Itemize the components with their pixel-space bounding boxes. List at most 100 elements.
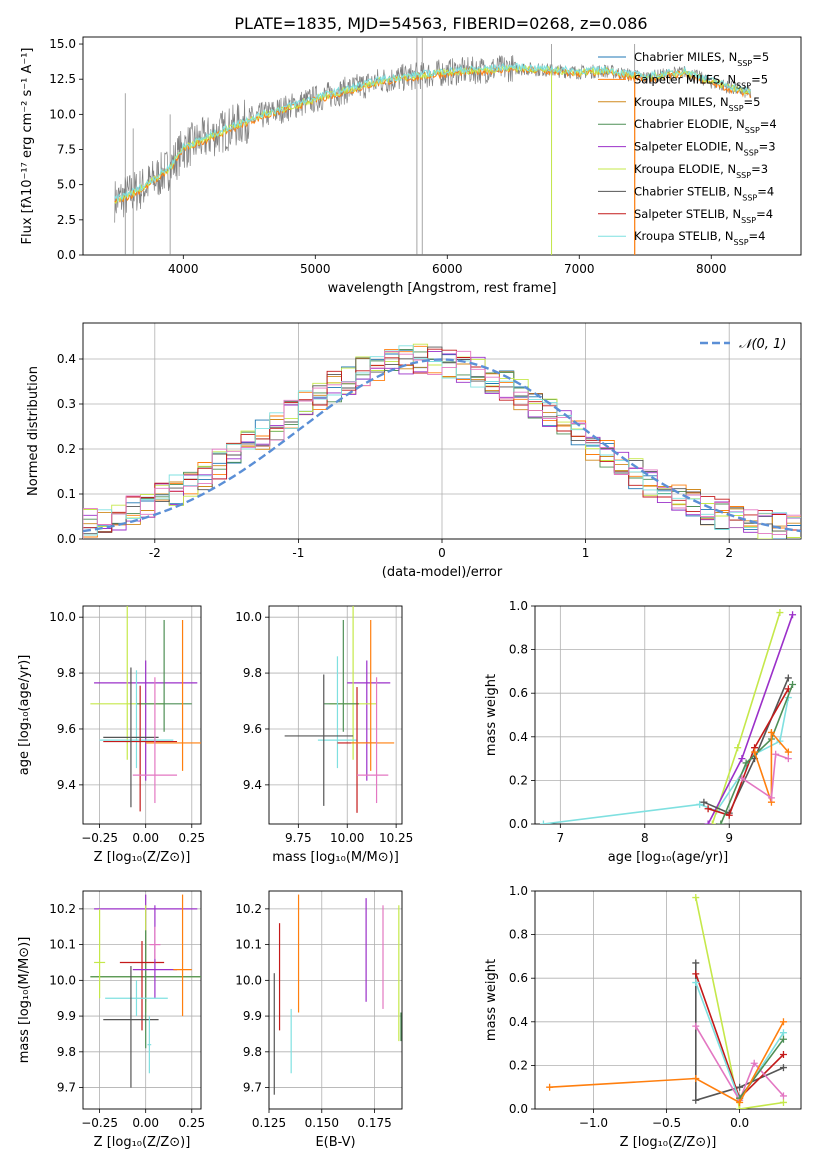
weight_vs_Z-marker	[779, 1035, 787, 1043]
weight_vs_age-series-chabrier_elodie	[720, 684, 794, 824]
weight_vs_age-xlabel: age [log₁₀(age/yr)]	[608, 850, 729, 865]
mass_vs_ebv-ytick-label: 9.9	[243, 1009, 262, 1023]
residuals-xtick-label: -1	[292, 546, 304, 560]
residual-gaussian-curve	[83, 358, 801, 533]
weight_vs_age-marker	[725, 811, 733, 819]
weight_vs_Z-axes: −1.0 −0.5 0.0 0.0 0.2 0.4 0.6 0.8 1.0 Z [log₁₀(Z/…	[484, 884, 802, 1150]
weight_vs_age-series-salpeter_miles	[753, 730, 789, 803]
weight_vs_Z-lines	[546, 894, 787, 1109]
weight_vs_Z-marker	[692, 970, 700, 978]
spectrum-legend-label: Kroupa ELODIE, NSSP=3	[634, 162, 768, 180]
residual-legend: 𝒩(0, 1)	[700, 337, 786, 352]
residual-hist-kroupa_stelib	[83, 345, 801, 539]
age_vs_mass-ytick-label: 9.4	[243, 778, 262, 792]
mass_vs_ebv-ytick-label: 10.2	[235, 902, 262, 916]
weight_vs_Z-marker	[692, 1096, 700, 1104]
age_vs_Z-xtick-label: −0.25	[81, 831, 118, 845]
age_vs_Z-ytick-label: 9.4	[57, 778, 76, 792]
spectrum-xtick-label: 7000	[564, 262, 595, 276]
mass_vs_ebv-ytick-label: 10.0	[235, 973, 262, 987]
mass_vs_ebv-xlabel: E(B-V)	[315, 1135, 355, 1150]
weight_vs_Z-ytick-label: 0.4	[509, 1015, 528, 1029]
residual-legend-label: 𝒩(0, 1)	[739, 337, 786, 352]
weight_vs_Z-marker	[736, 1105, 744, 1109]
weight_vs_Z-marker	[750, 1059, 758, 1067]
spectrum-legend-label: Chabrier STELIB, NSSP=4	[634, 184, 774, 202]
spectrum-legend-label: Salpeter ELODIE, NSSP=3	[634, 140, 776, 158]
age_vs_mass-xtick-label: 10.25	[379, 831, 413, 845]
weight_vs_age-xtick-label: 7	[557, 831, 565, 845]
weight_vs_Z-ytick-label: 1.0	[509, 884, 528, 898]
mass_vs_ebv-ytick-label: 9.8	[243, 1045, 262, 1059]
residuals-xtick-label: -2	[149, 546, 161, 560]
age_vs_Z-ylabel: age [log₁₀(age/yr)]	[17, 655, 32, 776]
weight_vs_age-marker	[767, 794, 775, 802]
age_vs_Z-ytick-label: 9.6	[57, 722, 76, 736]
weight_vs_Z-marker	[736, 1098, 744, 1106]
spectrum-ytick-label: 15.0	[49, 37, 76, 51]
age_vs_Z-xlabel: Z [log₁₀(Z/Z⊙)]	[94, 850, 191, 865]
age_vs_mass-ytick-label: 9.8	[243, 666, 262, 680]
weight_vs_age-marker	[696, 800, 704, 808]
age_vs_mass-errorbars	[284, 606, 395, 813]
weight_vs_Z-series-pink	[695, 1025, 785, 1103]
mass_vs_ebv-axes: 0.125 0.150 0.175 9.7 9.8 9.9 10.0 10.1 10.2 E(B-…	[235, 890, 403, 1150]
residual-hist-salpeter_stelib	[83, 348, 801, 539]
mass_vs_Z-errorbars	[90, 894, 201, 1088]
weight_vs_age-series-pink	[741, 753, 789, 800]
weight_vs_age-marker	[784, 674, 792, 682]
weight_vs_Z-ytick-label: 0.6	[509, 971, 528, 985]
weight_vs_Z-ytick-label: 0.2	[509, 1058, 528, 1072]
mass_vs_Z-ytick-label: 9.8	[57, 1045, 76, 1059]
mass_vs_ebv-ytick-label: 9.7	[243, 1081, 262, 1095]
residuals-ytick-label: 0.4	[57, 352, 76, 366]
weight_vs_age-xtick-label: 9	[725, 831, 733, 845]
spectrum-legend-label: Chabrier MILES, NSSP=5	[634, 50, 769, 68]
weight_vs_Z-xtick-label: −0.5	[652, 1116, 681, 1130]
residuals-ylabel: Normed distribution	[26, 366, 41, 496]
weight_vs_Z-marker	[692, 1074, 700, 1082]
residuals-ytick-label: 0.0	[57, 532, 76, 546]
weight_vs_age-lines	[539, 609, 797, 824]
mass_vs_ebv-ytick-label: 10.1	[235, 938, 262, 952]
residuals-xlabel: (data-model)/error	[382, 565, 503, 580]
residuals-frame	[82, 322, 802, 540]
weight_vs_age-series-kroupa_stelib	[543, 697, 790, 824]
residuals-xtick-label: 2	[725, 546, 733, 560]
mass_vs_Z-xtick-label: 0.00	[132, 1116, 159, 1130]
weight_vs_age-marker	[784, 755, 792, 763]
mass_vs_ebv-xtick-label: 0.150	[305, 1116, 339, 1130]
age_vs_Z-xtick-label: 0.00	[132, 831, 159, 845]
weight_vs_age-frame	[534, 605, 802, 825]
spectrum-xtick-label: 5000	[300, 262, 331, 276]
residual-hist-pink	[83, 350, 801, 539]
age_vs_mass-xlabel: mass [log₁₀(M/M⊙)]	[272, 850, 399, 865]
age_vs_mass-axes: 9.75 10.00 10.25 9.4 9.6 9.8 10.0 mass [log₁₀(M…	[235, 605, 413, 865]
weight_vs_age-marker	[784, 748, 792, 756]
mass_vs_Z-frame	[82, 890, 202, 1110]
spectrum-lines	[114, 37, 752, 255]
spectrum-xtick-label: 4000	[168, 262, 199, 276]
weight_vs_Z-marker	[779, 1029, 787, 1037]
residuals-xtick-label: 0	[438, 546, 446, 560]
weight_vs_age-marker	[776, 609, 784, 617]
weight_vs_Z-marker	[736, 1083, 744, 1091]
spectrum-legend-label: Salpeter STELIB, NSSP=4	[634, 207, 773, 225]
weight_vs_age-marker	[704, 805, 712, 813]
weight_vs_age-ytick-label: 1.0	[509, 599, 528, 613]
spectrum-legend-label: Salpeter MILES, NSSP=5	[634, 72, 768, 90]
mass_vs_Z-axes: −0.25 0.00 0.25 9.7 9.8 9.9 10.0 10.1 10.2 Z [log…	[17, 890, 205, 1150]
mass_vs_Z-xtick-label: −0.25	[81, 1116, 118, 1130]
age_vs_Z-frame	[82, 605, 202, 825]
mass_vs_Z-ytick-label: 10.1	[49, 938, 76, 952]
weight_vs_age-marker	[539, 820, 547, 824]
weight_vs_Z-xtick-label: −1.0	[579, 1116, 608, 1130]
weight_vs_Z-marker	[779, 1018, 787, 1026]
weight_vs_age-series-salpeter_elodie	[707, 614, 794, 824]
residuals-ytick-label: 0.1	[57, 487, 76, 501]
spectrum-ytick-label: 12.5	[49, 72, 76, 86]
mass_vs_Z-xlabel: Z [log₁₀(Z/Z⊙)]	[94, 1135, 191, 1150]
weight_vs_Z-xlabel: Z [log₁₀(Z/Z⊙)]	[620, 1135, 717, 1150]
age_vs_Z-errorbars	[90, 606, 201, 812]
